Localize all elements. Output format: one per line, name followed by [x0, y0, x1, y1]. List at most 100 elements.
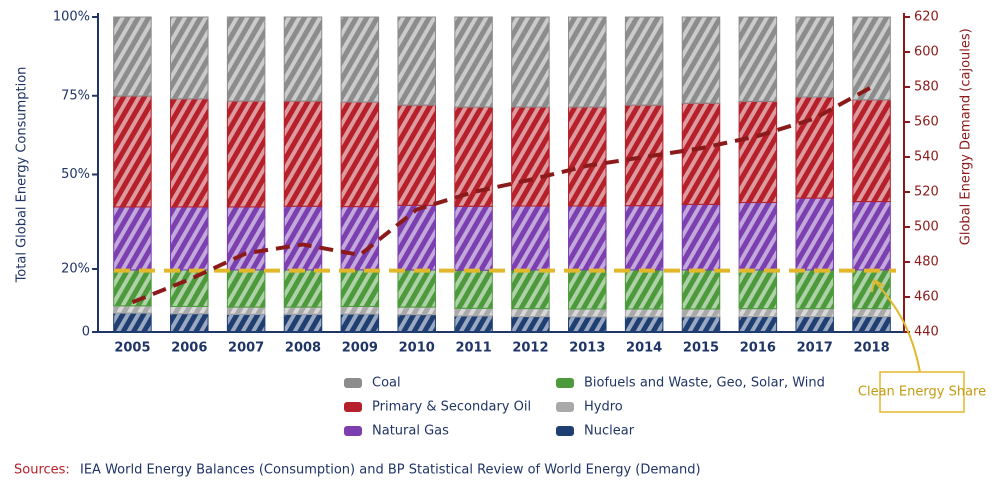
bar-segment [226, 206, 266, 271]
source-label: Sources: [14, 463, 70, 478]
bar-segment [568, 106, 607, 207]
bar-segment [738, 269, 778, 310]
x-tick-label: 2009 [342, 341, 378, 356]
legend-swatch [556, 378, 574, 388]
legend-label: Coal [372, 376, 401, 391]
bar-segment [454, 315, 493, 333]
y2-tick-label: 440 [914, 325, 939, 340]
x-tick-label: 2012 [512, 341, 548, 356]
bar-segment [340, 101, 380, 208]
bar-segment [852, 316, 891, 333]
bar-segment [397, 269, 436, 308]
bar-segment [340, 206, 380, 271]
bar-segment [511, 106, 550, 207]
bar-segment [397, 314, 436, 333]
bar-segment [226, 313, 266, 333]
annotation-text: Clean Energy Share [858, 385, 986, 400]
bar-segment [568, 205, 607, 271]
y-tick-label: 75% [61, 88, 90, 103]
bar-segment [624, 269, 664, 310]
bar-segment [568, 16, 607, 108]
bar-segment [511, 205, 550, 271]
x-tick-label: 2017 [797, 341, 833, 356]
bar-segment [454, 269, 493, 309]
y-tick-label: 100% [53, 10, 90, 25]
bar-segment [795, 269, 834, 310]
legend-swatch [556, 426, 574, 436]
bar-segment [170, 16, 209, 100]
bar-segment [852, 16, 891, 101]
bar-segment [852, 308, 891, 318]
bar-segment [795, 96, 834, 199]
bar-segment [795, 16, 834, 98]
y-tick-label: 50% [61, 167, 90, 182]
bar-segment [170, 206, 209, 271]
bar-segment [511, 316, 550, 333]
y-tick-label: 20% [61, 262, 90, 277]
bar-segment [113, 312, 152, 333]
bar-segment [226, 16, 266, 102]
bar-segment [681, 16, 721, 104]
x-tick-label: 2011 [455, 341, 491, 356]
y2-tick-label: 600 [914, 45, 939, 60]
y2-tick-label: 520 [914, 185, 939, 200]
bar-segment [397, 306, 436, 316]
bar-segment [113, 305, 152, 314]
legend-swatch [556, 402, 574, 412]
legend-label: Nuclear [584, 424, 635, 439]
annotation-arrow [873, 279, 921, 373]
x-tick-label: 2008 [285, 341, 321, 356]
bar-segment [397, 204, 436, 271]
y2-tick-label: 580 [914, 80, 939, 95]
bar-segment [226, 306, 266, 315]
bar-segment [397, 104, 436, 206]
bar-segment [283, 16, 323, 102]
bar-segment [568, 269, 607, 310]
bar-segment [795, 308, 834, 318]
bar-segment [283, 205, 323, 271]
bar-segment [624, 16, 664, 106]
legend-label: Natural Gas [372, 424, 449, 439]
bar-segment [454, 106, 493, 207]
bar-segment [568, 308, 607, 318]
bar-segment [283, 269, 323, 308]
bar-segment [340, 16, 380, 103]
source-text: IEA World Energy Balances (Consumption) … [80, 463, 701, 478]
bar-segment [454, 205, 493, 271]
y2-tick-label: 560 [914, 115, 939, 130]
bar-segment [681, 269, 721, 310]
bar-segment [681, 316, 721, 333]
bar-segment [226, 100, 266, 208]
bar-segment [113, 16, 152, 97]
bar-segment [852, 99, 891, 203]
x-tick-label: 2016 [740, 341, 776, 356]
bar-segment [511, 308, 550, 318]
x-tick-label: 2013 [569, 341, 605, 356]
legend-label: Primary & Secondary Oil [372, 400, 531, 415]
bar-segment [170, 305, 209, 315]
bar-segment [738, 16, 778, 102]
bar-segment [852, 201, 891, 271]
bar-segment [738, 308, 778, 318]
x-tick-label: 2014 [626, 341, 662, 356]
bar-segment [454, 307, 493, 317]
demand-line [131, 85, 873, 305]
bar-segment [511, 269, 550, 310]
y2-axis-unit: (cajoules) [959, 28, 974, 91]
x-tick-label: 2015 [683, 341, 719, 356]
bar-segment [681, 308, 721, 318]
bar-segment [738, 202, 778, 271]
x-tick-label: 2007 [228, 341, 264, 356]
x-tick-label: 2010 [399, 341, 435, 356]
bar-segment [340, 269, 380, 307]
bar-segment [283, 306, 323, 315]
bar-segment [340, 313, 380, 333]
legend-label: Hydro [584, 400, 623, 415]
legend-swatch [344, 378, 362, 388]
bar-segment [681, 203, 721, 271]
bar-segment [283, 313, 323, 333]
bar-segment [340, 305, 380, 315]
bar-segment [511, 16, 550, 108]
y2-tick-label: 460 [914, 290, 939, 305]
